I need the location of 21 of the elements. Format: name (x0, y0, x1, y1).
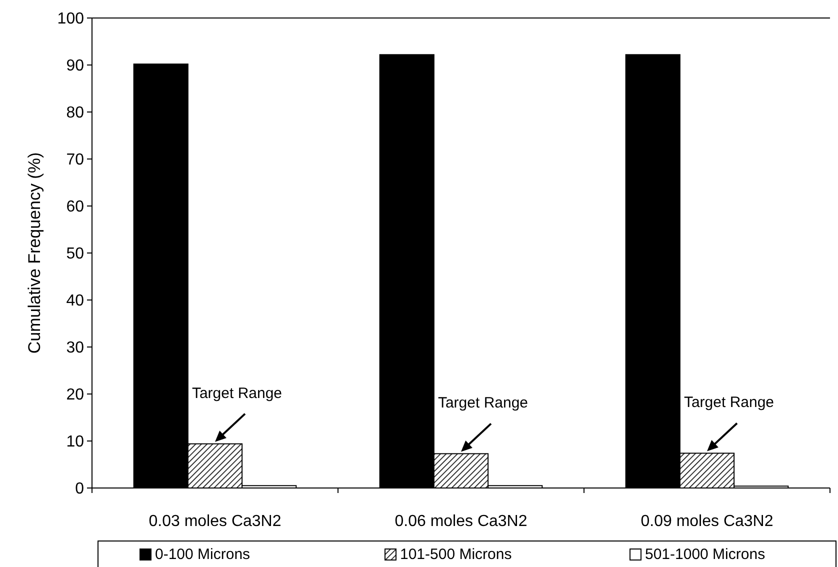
y-tick-label: 20 (66, 386, 84, 404)
y-axis-title: Cumulative Frequency (%) (25, 152, 44, 354)
y-tick-label: 100 (57, 10, 84, 28)
x-tick-label: 0.06 moles Ca3N2 (394, 513, 528, 530)
y-tick-label: 70 (66, 152, 84, 169)
annotation: Target Range (192, 384, 282, 402)
x-tick-label: 0.03 moles Ca3N2 (148, 513, 282, 530)
legend-label: 0-100 Microns (155, 546, 250, 563)
y-tick-label: 40 (66, 292, 84, 310)
y-tick-label: 0 (75, 480, 84, 498)
y-tick-label: 80 (66, 104, 84, 122)
annotation: Target Range (684, 394, 774, 412)
x-tick-label: 0.09 moles Ca3N2 (640, 513, 774, 530)
y-tick-label: 30 (66, 340, 84, 357)
legend-label: 101-500 Microns (400, 546, 512, 563)
y-tick-label: 60 (66, 198, 84, 216)
y-tick-label: 10 (66, 434, 84, 451)
y-tick-label: 50 (66, 246, 84, 263)
y-tick-label: 90 (66, 58, 84, 75)
annotation: Target Range (438, 394, 528, 412)
legend-label: 501-1000 Microns (645, 546, 766, 563)
